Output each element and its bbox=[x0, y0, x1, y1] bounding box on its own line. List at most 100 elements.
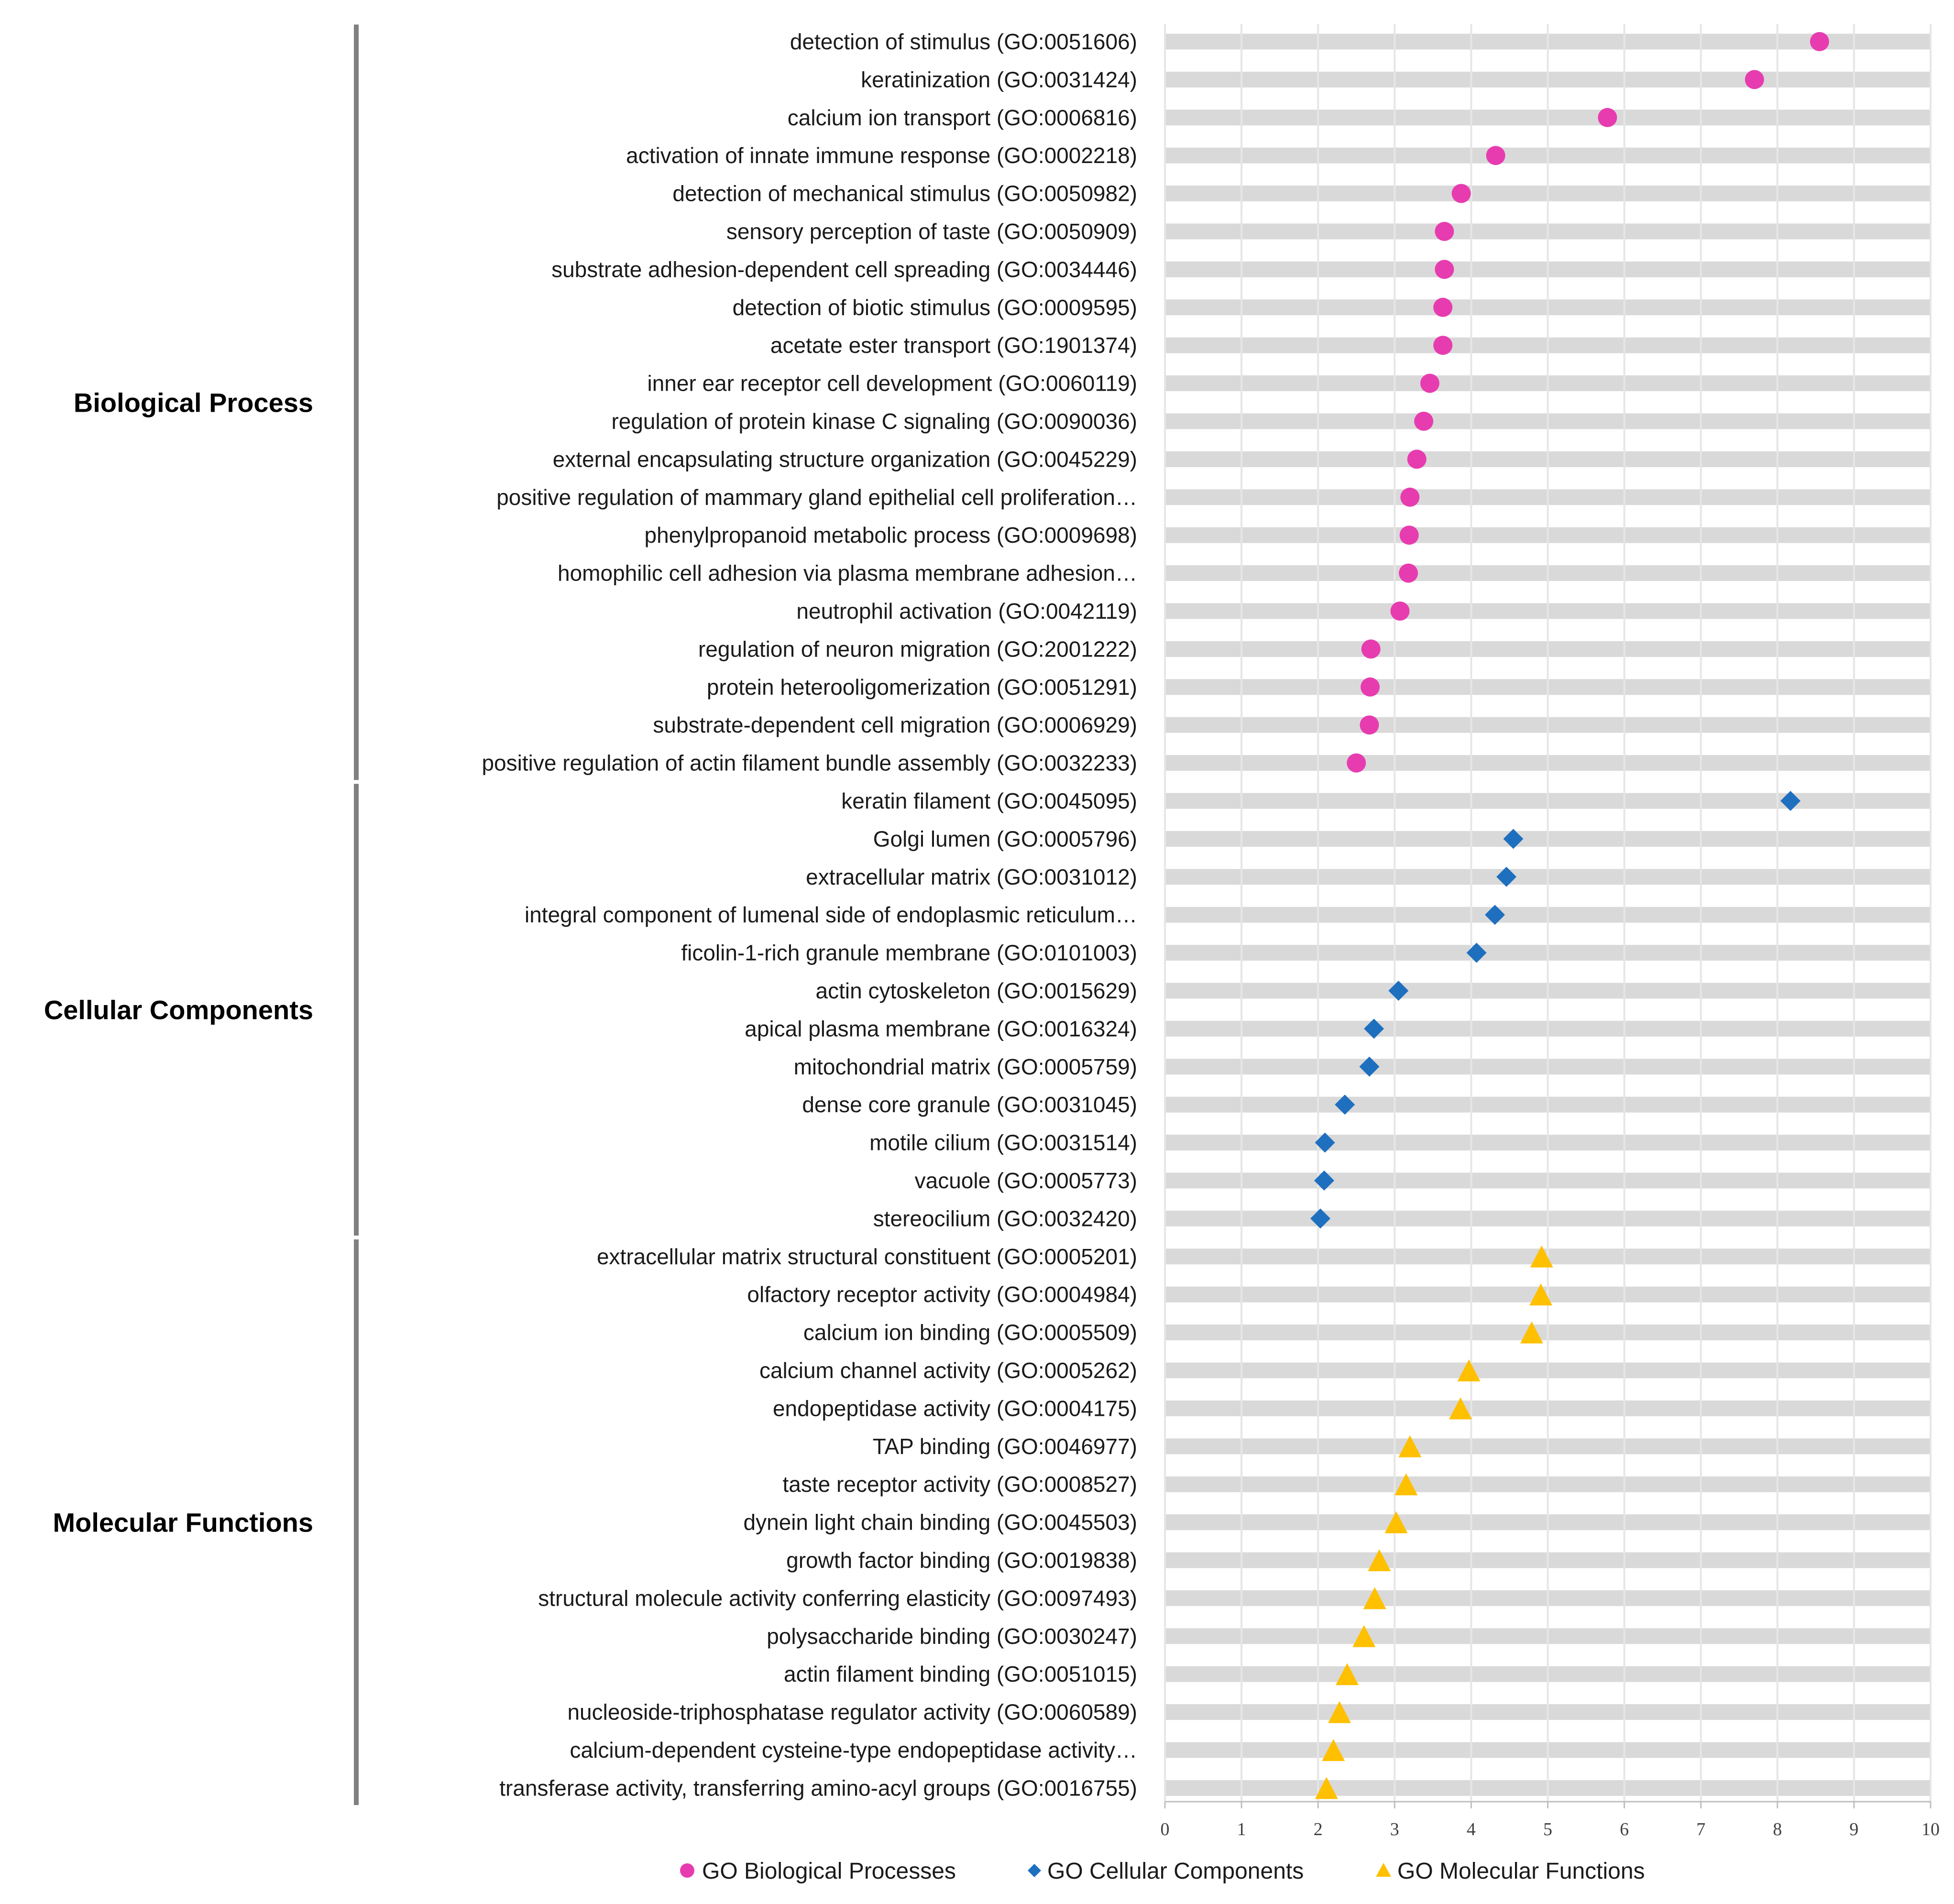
category-label: detection of biotic stimulus (GO:0009595… bbox=[733, 295, 1137, 320]
data-point bbox=[1310, 1208, 1331, 1229]
data-point bbox=[1598, 108, 1617, 127]
group-bracket bbox=[354, 1239, 359, 1806]
category-label: nucleoside-triphosphatase regulator acti… bbox=[567, 1700, 1137, 1725]
data-point bbox=[1347, 753, 1366, 773]
group-label: Biological Process bbox=[74, 387, 313, 417]
category-label: dynein light chain binding (GO:0045503) bbox=[744, 1510, 1137, 1535]
category-label: positive regulation of mammary gland epi… bbox=[496, 485, 1137, 510]
data-point bbox=[1407, 449, 1427, 469]
x-tick-label: 8 bbox=[1773, 1819, 1782, 1839]
data-point bbox=[1315, 1132, 1335, 1153]
category-label: vacuole (GO:0005773) bbox=[915, 1168, 1137, 1193]
category-label: external encapsulating structure organiz… bbox=[553, 447, 1137, 471]
data-point bbox=[1328, 1701, 1351, 1723]
x-tick-label: 0 bbox=[1161, 1819, 1170, 1839]
category-label: extracellular matrix (GO:0031012) bbox=[806, 864, 1137, 889]
data-point bbox=[1449, 1397, 1472, 1420]
data-point bbox=[1433, 336, 1453, 355]
group-bracket bbox=[354, 784, 359, 1236]
x-tick-label: 4 bbox=[1467, 1819, 1476, 1839]
category-label: positive regulation of actin filament bu… bbox=[482, 751, 1137, 776]
category-label: Golgi lumen (GO:0005796) bbox=[873, 826, 1137, 851]
category-label: substrate adhesion-dependent cell spread… bbox=[551, 257, 1137, 282]
data-point bbox=[1496, 866, 1517, 887]
data-point bbox=[1457, 1359, 1481, 1381]
data-point bbox=[1530, 1245, 1553, 1268]
data-point bbox=[1435, 222, 1454, 241]
category-label: growth factor binding (GO:0019838) bbox=[786, 1548, 1137, 1573]
category-label: keratinization (GO:0031424) bbox=[861, 67, 1137, 92]
category-label: transferase activity, transferring amino… bbox=[499, 1775, 1137, 1800]
group-label: Molecular Functions bbox=[53, 1508, 314, 1538]
category-label: ficolin-1-rich granule membrane (GO:0101… bbox=[681, 941, 1137, 965]
category-label: neutrophil activation (GO:0042119) bbox=[796, 599, 1137, 624]
data-point bbox=[1360, 715, 1379, 735]
category-label: detection of stimulus (GO:0051606) bbox=[790, 29, 1137, 54]
data-point bbox=[1485, 905, 1505, 925]
data-point bbox=[1503, 829, 1524, 849]
data-point bbox=[1435, 260, 1454, 279]
category-label: calcium ion binding (GO:0005509) bbox=[803, 1320, 1137, 1345]
data-point bbox=[1363, 1587, 1386, 1609]
data-point bbox=[1399, 563, 1418, 583]
category-label: integral component of lumenal side of en… bbox=[525, 902, 1137, 927]
data-point bbox=[1486, 146, 1505, 165]
data-point bbox=[1322, 1739, 1345, 1761]
x-tick-label: 2 bbox=[1314, 1819, 1323, 1839]
x-tick-label: 7 bbox=[1696, 1819, 1705, 1839]
data-point bbox=[1398, 1435, 1422, 1457]
category-label: polysaccharide binding (GO:0030247) bbox=[767, 1624, 1137, 1649]
group-label: Cellular Components bbox=[44, 995, 313, 1025]
data-point bbox=[1394, 1473, 1418, 1496]
category-label: sensory perception of taste (GO:0050909) bbox=[726, 219, 1137, 244]
category-label: motile cilium (GO:0031514) bbox=[869, 1130, 1137, 1155]
category-label: activation of innate immune response (GO… bbox=[626, 143, 1137, 168]
x-tick-label: 5 bbox=[1543, 1819, 1552, 1839]
category-label: protein heterooligomerization (GO:005129… bbox=[707, 675, 1137, 700]
category-label: structural molecule activity conferring … bbox=[538, 1586, 1137, 1610]
data-point bbox=[1388, 981, 1409, 1001]
group-bracket bbox=[354, 24, 359, 780]
legend-label: GO Molecular Functions bbox=[1397, 1859, 1645, 1884]
category-label: regulation of protein kinase C signaling… bbox=[611, 409, 1137, 434]
data-point bbox=[1520, 1321, 1543, 1344]
category-label: mitochondrial matrix (GO:0005759) bbox=[794, 1054, 1137, 1079]
category-label: taste receptor activity (GO:0008527) bbox=[783, 1472, 1137, 1497]
category-label: detection of mechanical stimulus (GO:005… bbox=[672, 181, 1137, 206]
category-label: actin cytoskeleton (GO:0015629) bbox=[816, 978, 1137, 1003]
x-tick-label: 10 bbox=[1921, 1819, 1940, 1839]
legend-label: GO Cellular Components bbox=[1047, 1859, 1304, 1884]
data-point bbox=[1420, 373, 1439, 393]
data-point bbox=[1390, 602, 1410, 621]
category-label: regulation of neuron migration (GO:20012… bbox=[698, 636, 1137, 661]
data-point bbox=[1745, 70, 1764, 89]
data-point bbox=[1400, 487, 1420, 507]
category-label: apical plasma membrane (GO:0016324) bbox=[745, 1016, 1137, 1041]
data-point bbox=[1433, 297, 1453, 317]
data-point bbox=[1336, 1663, 1359, 1685]
x-tick-label: 9 bbox=[1849, 1819, 1858, 1839]
x-tick-label: 1 bbox=[1237, 1819, 1246, 1839]
category-label: TAP binding (GO:0046977) bbox=[873, 1434, 1137, 1459]
category-label: dense core granule (GO:0031045) bbox=[802, 1092, 1137, 1117]
category-label: homophilic cell adhesion via plasma memb… bbox=[558, 561, 1137, 586]
data-point bbox=[1361, 677, 1380, 697]
category-label: inner ear receptor cell development (GO:… bbox=[648, 371, 1138, 396]
data-point bbox=[1466, 942, 1487, 963]
data-point bbox=[1399, 525, 1419, 545]
legend-marker bbox=[680, 1863, 694, 1878]
data-point bbox=[1384, 1511, 1408, 1533]
data-point bbox=[1414, 412, 1434, 431]
category-label: phenylpropanoid metabolic process (GO:00… bbox=[644, 523, 1137, 547]
data-point bbox=[1335, 1094, 1355, 1115]
data-point bbox=[1368, 1549, 1391, 1571]
category-label: keratin filament (GO:0045095) bbox=[841, 788, 1137, 813]
legend-marker bbox=[1376, 1863, 1391, 1877]
data-point bbox=[1352, 1625, 1376, 1647]
data-point bbox=[1364, 1018, 1384, 1039]
category-label: acetate ester transport (GO:1901374) bbox=[770, 333, 1137, 358]
category-label: actin filament binding (GO:0051015) bbox=[784, 1662, 1137, 1686]
data-point bbox=[1529, 1283, 1553, 1306]
x-tick-label: 3 bbox=[1390, 1819, 1399, 1839]
